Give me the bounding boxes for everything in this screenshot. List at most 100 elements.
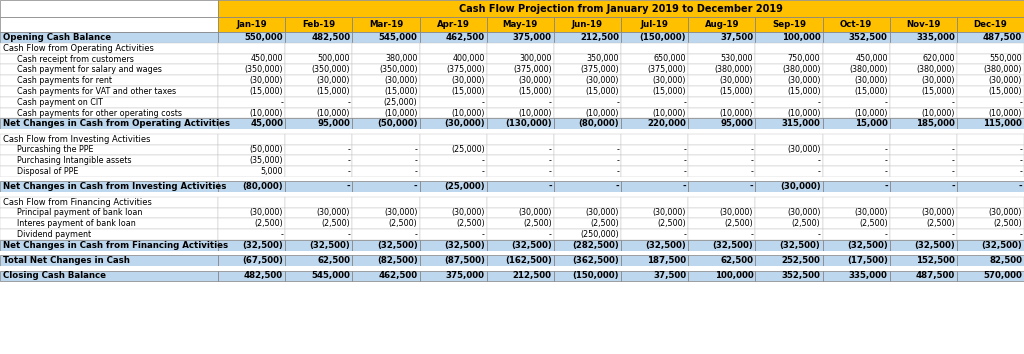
Text: (30,000): (30,000) — [988, 76, 1022, 85]
Text: 550,000: 550,000 — [245, 33, 284, 42]
Bar — [554, 118, 621, 129]
Bar — [420, 118, 486, 129]
Bar — [420, 218, 486, 229]
Text: (30,000): (30,000) — [250, 76, 284, 85]
Text: Apr-19: Apr-19 — [436, 20, 470, 29]
Bar — [890, 75, 956, 86]
Text: (32,500): (32,500) — [981, 241, 1022, 250]
Bar — [956, 43, 1024, 53]
Bar — [621, 240, 688, 251]
Bar — [621, 218, 688, 229]
Bar — [352, 17, 420, 32]
Bar — [420, 166, 486, 177]
Bar — [688, 118, 756, 129]
Bar — [352, 144, 420, 155]
Bar — [486, 17, 554, 32]
Text: -: - — [817, 167, 820, 176]
Bar — [688, 181, 756, 192]
Text: (30,000): (30,000) — [652, 209, 686, 217]
Text: (17,500): (17,500) — [847, 256, 888, 265]
Bar — [352, 64, 420, 75]
Bar — [554, 17, 621, 32]
Text: (2,500): (2,500) — [657, 219, 686, 228]
Bar — [822, 218, 890, 229]
Bar — [956, 197, 1024, 207]
Bar — [218, 155, 285, 166]
Text: 152,500: 152,500 — [915, 256, 954, 265]
Text: (32,500): (32,500) — [377, 241, 418, 250]
Text: (10,000): (10,000) — [787, 108, 820, 118]
Bar — [0, 197, 218, 207]
Bar — [218, 0, 1024, 17]
Text: (30,000): (30,000) — [988, 209, 1022, 217]
Bar — [890, 166, 956, 177]
Text: -: - — [347, 145, 350, 154]
Bar — [285, 97, 352, 108]
Bar — [0, 270, 218, 281]
Text: 352,500: 352,500 — [781, 272, 820, 280]
Text: 100,000: 100,000 — [781, 33, 820, 42]
Bar — [890, 43, 956, 53]
Bar — [285, 17, 352, 32]
Text: (30,000): (30,000) — [316, 209, 350, 217]
Text: -: - — [616, 156, 618, 165]
Text: (30,000): (30,000) — [586, 76, 618, 85]
Text: Closing Cash Balance: Closing Cash Balance — [3, 272, 106, 280]
Bar — [688, 240, 756, 251]
Text: May-19: May-19 — [503, 20, 538, 29]
Bar — [218, 97, 285, 108]
Text: Cash Flow from Financing Activities: Cash Flow from Financing Activities — [3, 198, 152, 207]
Bar — [890, 108, 956, 118]
Text: 95,000: 95,000 — [721, 119, 754, 128]
Bar — [420, 97, 486, 108]
Text: 400,000: 400,000 — [453, 55, 484, 63]
Text: -: - — [481, 156, 484, 165]
Bar — [956, 218, 1024, 229]
Bar — [688, 255, 756, 266]
Text: -: - — [1019, 145, 1022, 154]
Text: -: - — [683, 167, 686, 176]
Bar — [285, 86, 352, 97]
Bar — [822, 181, 890, 192]
Text: (10,000): (10,000) — [854, 108, 888, 118]
Bar — [554, 108, 621, 118]
Bar — [822, 229, 890, 240]
Text: 550,000: 550,000 — [989, 55, 1022, 63]
Bar — [486, 207, 554, 218]
Text: -: - — [549, 145, 552, 154]
Text: -: - — [885, 156, 888, 165]
Bar — [218, 86, 285, 97]
Text: -: - — [549, 156, 552, 165]
Bar — [822, 108, 890, 118]
Bar — [0, 181, 218, 192]
Text: (350,000): (350,000) — [245, 65, 284, 74]
Text: -: - — [281, 230, 284, 239]
Text: Dec-19: Dec-19 — [974, 20, 1008, 29]
Text: 545,000: 545,000 — [379, 33, 418, 42]
Text: Jun-19: Jun-19 — [572, 20, 603, 29]
Bar — [218, 207, 285, 218]
Bar — [822, 240, 890, 251]
Bar — [621, 118, 688, 129]
Text: -: - — [1019, 230, 1022, 239]
Bar — [956, 108, 1024, 118]
Text: (15,000): (15,000) — [451, 87, 484, 96]
Bar — [822, 86, 890, 97]
Text: 375,000: 375,000 — [513, 33, 552, 42]
Bar — [890, 97, 956, 108]
Bar — [956, 229, 1024, 240]
Text: -: - — [817, 98, 820, 107]
Bar — [420, 197, 486, 207]
Bar — [218, 181, 285, 192]
Bar — [0, 134, 218, 144]
Text: -: - — [750, 182, 754, 191]
Text: (15,000): (15,000) — [720, 87, 754, 96]
Text: (30,000): (30,000) — [444, 119, 484, 128]
Bar — [688, 64, 756, 75]
Bar — [486, 86, 554, 97]
Bar — [822, 207, 890, 218]
Bar — [956, 255, 1024, 266]
Bar — [352, 97, 420, 108]
Text: (10,000): (10,000) — [988, 108, 1022, 118]
Text: (362,500): (362,500) — [572, 256, 618, 265]
